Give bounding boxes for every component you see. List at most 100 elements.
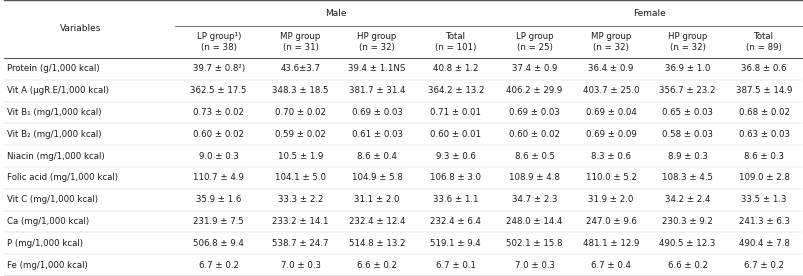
Text: 33.5 ± 1.3: 33.5 ± 1.3 bbox=[740, 195, 786, 204]
Text: 6.6 ± 0.2: 6.6 ± 0.2 bbox=[357, 261, 397, 270]
Text: 37.4 ± 0.9: 37.4 ± 0.9 bbox=[512, 64, 556, 73]
Text: 490.4 ± 7.8: 490.4 ± 7.8 bbox=[738, 239, 789, 248]
Text: 362.5 ± 17.5: 362.5 ± 17.5 bbox=[190, 86, 247, 95]
Text: 0.60 ± 0.02: 0.60 ± 0.02 bbox=[193, 130, 244, 139]
Text: 106.8 ± 3.0: 106.8 ± 3.0 bbox=[430, 173, 481, 182]
Text: 6.7 ± 0.1: 6.7 ± 0.1 bbox=[435, 261, 475, 270]
Text: 104.1 ± 5.0: 104.1 ± 5.0 bbox=[275, 173, 326, 182]
Text: 31.1 ± 2.0: 31.1 ± 2.0 bbox=[354, 195, 399, 204]
Text: Vit B₂ (mg/1,000 kcal): Vit B₂ (mg/1,000 kcal) bbox=[7, 130, 102, 139]
Text: 110.7 ± 4.9: 110.7 ± 4.9 bbox=[193, 173, 244, 182]
Text: 8.9 ± 0.3: 8.9 ± 0.3 bbox=[666, 152, 707, 161]
Text: 490.5 ± 12.3: 490.5 ± 12.3 bbox=[658, 239, 715, 248]
Text: 0.73 ± 0.02: 0.73 ± 0.02 bbox=[193, 108, 244, 117]
Text: 36.4 ± 0.9: 36.4 ± 0.9 bbox=[588, 64, 633, 73]
Text: 108.9 ± 4.8: 108.9 ± 4.8 bbox=[508, 173, 560, 182]
Text: 348.3 ± 18.5: 348.3 ± 18.5 bbox=[272, 86, 328, 95]
Text: 39.4 ± 1.1NS: 39.4 ± 1.1NS bbox=[348, 64, 406, 73]
Text: Folic acid (mg/1,000 kcal): Folic acid (mg/1,000 kcal) bbox=[7, 173, 118, 182]
Text: Variables: Variables bbox=[60, 25, 101, 33]
Text: Fe (mg/1,000 kcal): Fe (mg/1,000 kcal) bbox=[7, 261, 88, 270]
Text: 7.0 ± 0.3: 7.0 ± 0.3 bbox=[514, 261, 554, 270]
Text: Total
(n = 101): Total (n = 101) bbox=[434, 32, 476, 52]
Text: Male: Male bbox=[324, 9, 346, 18]
Text: 0.61 ± 0.03: 0.61 ± 0.03 bbox=[351, 130, 402, 139]
Text: 0.63 ± 0.03: 0.63 ± 0.03 bbox=[738, 130, 789, 139]
Text: 406.2 ± 29.9: 406.2 ± 29.9 bbox=[506, 86, 562, 95]
Text: Female: Female bbox=[632, 9, 665, 18]
Text: 8.3 ± 0.6: 8.3 ± 0.6 bbox=[590, 152, 630, 161]
Text: 230.3 ± 9.2: 230.3 ± 9.2 bbox=[662, 217, 712, 226]
Text: 104.9 ± 5.8: 104.9 ± 5.8 bbox=[351, 173, 402, 182]
Text: 10.5 ± 1.9: 10.5 ± 1.9 bbox=[278, 152, 323, 161]
Text: Niacin (mg/1,000 kcal): Niacin (mg/1,000 kcal) bbox=[7, 152, 104, 161]
Text: 35.9 ± 1.6: 35.9 ± 1.6 bbox=[196, 195, 241, 204]
Text: 519.1 ± 9.4: 519.1 ± 9.4 bbox=[430, 239, 481, 248]
Text: 232.4 ± 12.4: 232.4 ± 12.4 bbox=[349, 217, 405, 226]
Text: 0.69 ± 0.03: 0.69 ± 0.03 bbox=[351, 108, 402, 117]
Text: 0.69 ± 0.03: 0.69 ± 0.03 bbox=[508, 108, 560, 117]
Text: 36.8 ± 0.6: 36.8 ± 0.6 bbox=[740, 64, 786, 73]
Text: Vit C (mg/1,000 kcal): Vit C (mg/1,000 kcal) bbox=[7, 195, 98, 204]
Text: 502.1 ± 15.8: 502.1 ± 15.8 bbox=[506, 239, 562, 248]
Text: 538.7 ± 24.7: 538.7 ± 24.7 bbox=[272, 239, 328, 248]
Text: 0.68 ± 0.02: 0.68 ± 0.02 bbox=[738, 108, 789, 117]
Text: 7.0 ± 0.3: 7.0 ± 0.3 bbox=[280, 261, 320, 270]
Text: 387.5 ± 14.9: 387.5 ± 14.9 bbox=[735, 86, 791, 95]
Text: 241.3 ± 6.3: 241.3 ± 6.3 bbox=[738, 217, 789, 226]
Text: 381.7 ± 31.4: 381.7 ± 31.4 bbox=[349, 86, 405, 95]
Text: 364.2 ± 13.2: 364.2 ± 13.2 bbox=[427, 86, 483, 95]
Text: 0.60 ± 0.02: 0.60 ± 0.02 bbox=[508, 130, 560, 139]
Text: 8.6 ± 0.4: 8.6 ± 0.4 bbox=[357, 152, 397, 161]
Text: 232.4 ± 6.4: 232.4 ± 6.4 bbox=[430, 217, 481, 226]
Text: Protein (g/1,000 kcal): Protein (g/1,000 kcal) bbox=[7, 64, 100, 73]
Text: 9.0 ± 0.3: 9.0 ± 0.3 bbox=[198, 152, 238, 161]
Text: 8.6 ± 0.5: 8.6 ± 0.5 bbox=[514, 152, 554, 161]
Text: 33.3 ± 2.2: 33.3 ± 2.2 bbox=[278, 195, 323, 204]
Text: 34.2 ± 2.4: 34.2 ± 2.4 bbox=[664, 195, 710, 204]
Text: 6.7 ± 0.2: 6.7 ± 0.2 bbox=[744, 261, 783, 270]
Text: MP group
(n = 31): MP group (n = 31) bbox=[280, 32, 320, 52]
Text: LP group¹)
(n = 38): LP group¹) (n = 38) bbox=[196, 32, 241, 52]
Text: 0.59 ± 0.02: 0.59 ± 0.02 bbox=[275, 130, 326, 139]
Text: 36.9 ± 1.0: 36.9 ± 1.0 bbox=[664, 64, 709, 73]
Text: 39.7 ± 0.8²): 39.7 ± 0.8²) bbox=[193, 64, 244, 73]
Text: 0.69 ± 0.09: 0.69 ± 0.09 bbox=[585, 130, 636, 139]
Text: 34.7 ± 2.3: 34.7 ± 2.3 bbox=[512, 195, 556, 204]
Text: 110.0 ± 5.2: 110.0 ± 5.2 bbox=[585, 173, 636, 182]
Text: 481.1 ± 12.9: 481.1 ± 12.9 bbox=[582, 239, 638, 248]
Text: 248.0 ± 14.4: 248.0 ± 14.4 bbox=[506, 217, 562, 226]
Text: 43.6±3.7: 43.6±3.7 bbox=[280, 64, 320, 73]
Text: Ca (mg/1,000 kcal): Ca (mg/1,000 kcal) bbox=[7, 217, 89, 226]
Text: Vit A (μgR.E/1,000 kcal): Vit A (μgR.E/1,000 kcal) bbox=[7, 86, 109, 95]
Text: 31.9 ± 2.0: 31.9 ± 2.0 bbox=[588, 195, 633, 204]
Text: 233.2 ± 14.1: 233.2 ± 14.1 bbox=[272, 217, 328, 226]
Text: 109.0 ± 2.8: 109.0 ± 2.8 bbox=[738, 173, 789, 182]
Text: LP group
(n = 25): LP group (n = 25) bbox=[516, 32, 552, 52]
Text: P (mg/1,000 kcal): P (mg/1,000 kcal) bbox=[7, 239, 84, 248]
Text: 0.58 ± 0.03: 0.58 ± 0.03 bbox=[662, 130, 712, 139]
Text: 9.3 ± 0.6: 9.3 ± 0.6 bbox=[435, 152, 475, 161]
Text: 514.8 ± 13.2: 514.8 ± 13.2 bbox=[349, 239, 405, 248]
Text: 6.7 ± 0.4: 6.7 ± 0.4 bbox=[590, 261, 630, 270]
Text: Total
(n = 89): Total (n = 89) bbox=[745, 32, 781, 52]
Text: 6.7 ± 0.2: 6.7 ± 0.2 bbox=[198, 261, 238, 270]
Text: 0.60 ± 0.01: 0.60 ± 0.01 bbox=[430, 130, 481, 139]
Text: 356.7 ± 23.2: 356.7 ± 23.2 bbox=[658, 86, 715, 95]
Text: 247.0 ± 9.6: 247.0 ± 9.6 bbox=[585, 217, 636, 226]
Text: 6.6 ± 0.2: 6.6 ± 0.2 bbox=[666, 261, 707, 270]
Text: MP group
(n = 32): MP group (n = 32) bbox=[590, 32, 630, 52]
Text: 0.71 ± 0.01: 0.71 ± 0.01 bbox=[430, 108, 481, 117]
Text: HP group
(n = 32): HP group (n = 32) bbox=[357, 32, 397, 52]
Text: 108.3 ± 4.5: 108.3 ± 4.5 bbox=[662, 173, 712, 182]
Text: 403.7 ± 25.0: 403.7 ± 25.0 bbox=[582, 86, 638, 95]
Text: 0.69 ± 0.04: 0.69 ± 0.04 bbox=[585, 108, 636, 117]
Text: HP group
(n = 32): HP group (n = 32) bbox=[667, 32, 707, 52]
Text: 506.8 ± 9.4: 506.8 ± 9.4 bbox=[193, 239, 244, 248]
Text: 8.6 ± 0.3: 8.6 ± 0.3 bbox=[744, 152, 783, 161]
Text: 40.8 ± 1.2: 40.8 ± 1.2 bbox=[433, 64, 478, 73]
Text: 0.65 ± 0.03: 0.65 ± 0.03 bbox=[662, 108, 712, 117]
Text: 33.6 ± 1.1: 33.6 ± 1.1 bbox=[433, 195, 478, 204]
Text: 231.9 ± 7.5: 231.9 ± 7.5 bbox=[193, 217, 244, 226]
Text: Vit B₁ (mg/1,000 kcal): Vit B₁ (mg/1,000 kcal) bbox=[7, 108, 102, 117]
